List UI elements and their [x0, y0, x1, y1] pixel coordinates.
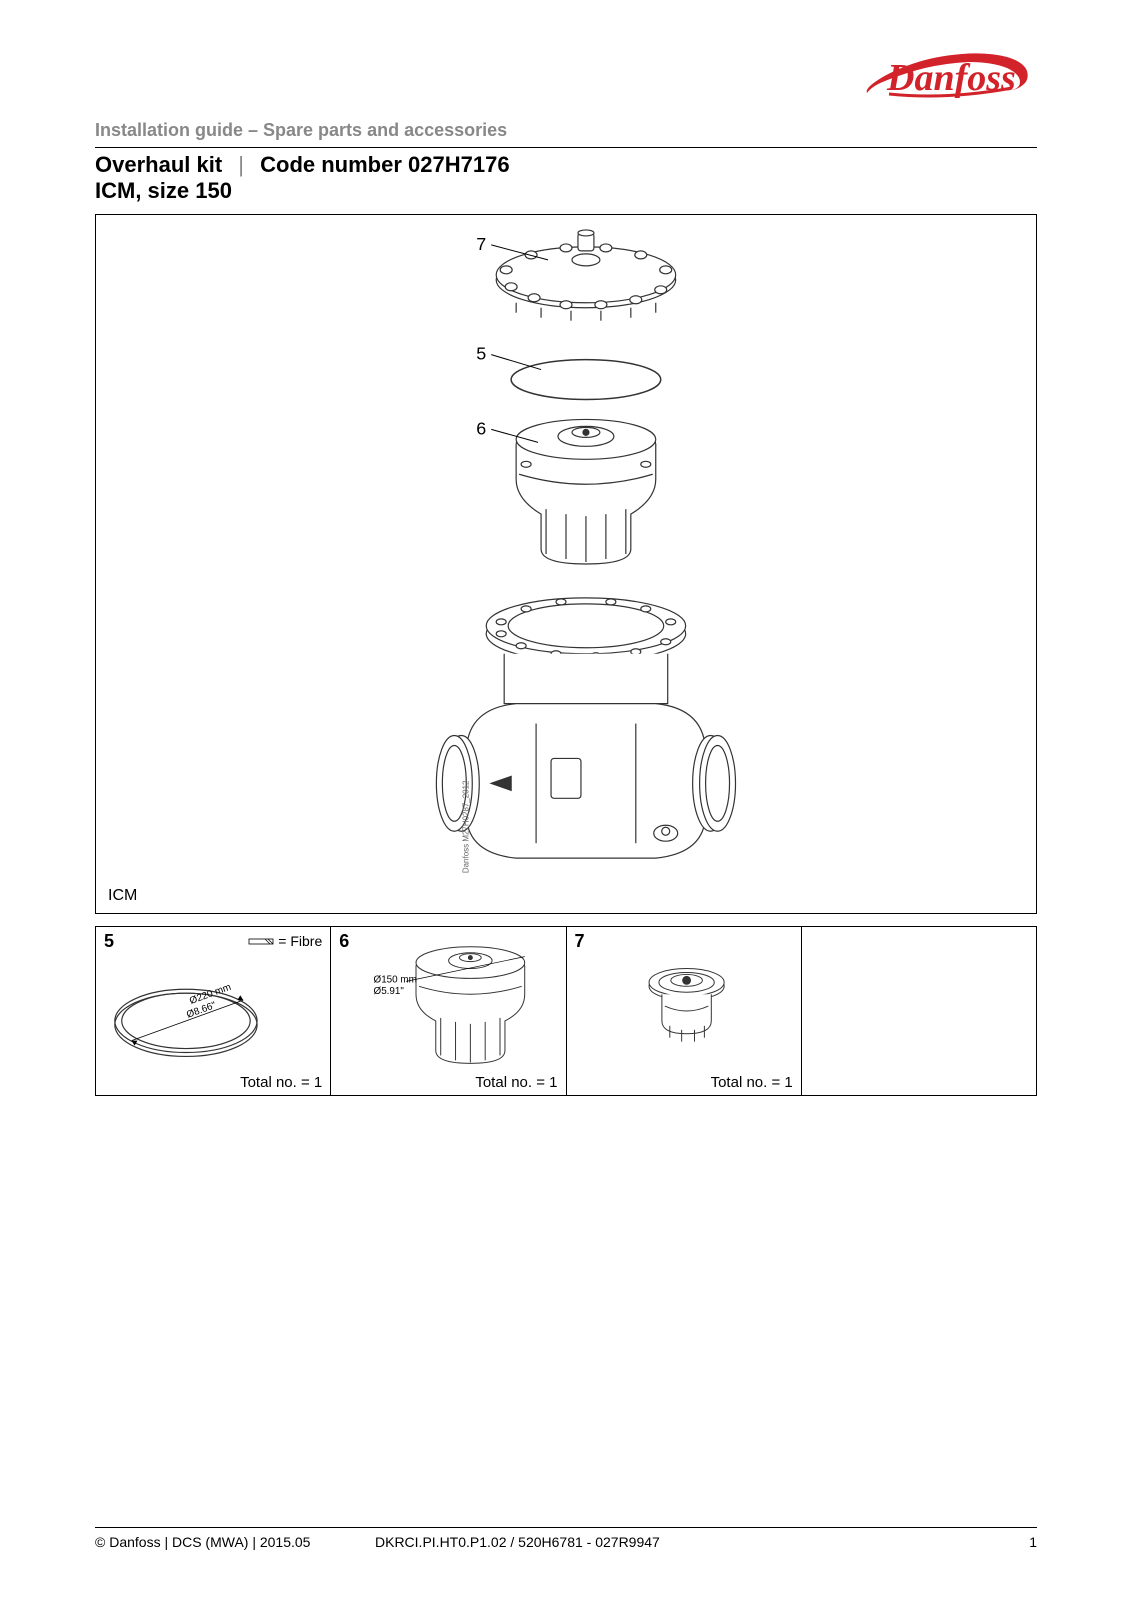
- part-total: Total no. = 1: [711, 1074, 793, 1091]
- part-total: Total no. = 1: [475, 1074, 557, 1091]
- parts-table: 5 = Fibre Ø220 mm Ø8.66": [95, 926, 1037, 1096]
- part-7-drawing: [496, 230, 675, 321]
- valve-body-drawing: [436, 598, 735, 858]
- document-title-line2: ICM, size 150: [95, 178, 1037, 204]
- footer-page-number: 1: [1029, 1534, 1037, 1550]
- callout-6: 6: [476, 418, 486, 438]
- drawing-reference: Danfoss M27H0287_2012: [461, 780, 470, 873]
- svg-text:Ø150 mm: Ø150 mm: [374, 974, 417, 985]
- part-cell-5: 5 = Fibre Ø220 mm Ø8.66": [96, 927, 331, 1095]
- part-cell-7: 7 Total no. = 1: [567, 927, 802, 1095]
- part-7-detail: [567, 927, 801, 1095]
- part-6-detail: Ø150 mm Ø5.91": [331, 927, 565, 1095]
- document-subtitle: Installation guide – Spare parts and acc…: [95, 120, 1037, 141]
- header: Installation guide – Spare parts and acc…: [95, 120, 1037, 204]
- svg-text:Danfoss: Danfoss: [886, 57, 1016, 99]
- danfoss-logo: Danfoss: [857, 38, 1037, 108]
- page-footer: © Danfoss | DCS (MWA) | 2015.05 DKRCI.PI…: [95, 1527, 1037, 1550]
- callout-5: 5: [476, 344, 486, 364]
- part-total: Total no. = 1: [240, 1074, 322, 1091]
- document-title: Overhaul kit | Code number 027H7176: [95, 147, 1037, 178]
- svg-text:Ø5.91": Ø5.91": [374, 986, 405, 997]
- footer-docref: DKRCI.PI.HT0.P1.02 / 520H6781 - 027R9947: [375, 1534, 660, 1550]
- part-5-detail: Ø220 mm Ø8.66": [96, 927, 330, 1095]
- part-cell-empty: [802, 927, 1036, 1095]
- part-6-drawing: [516, 419, 656, 564]
- part-cell-6: 6 Ø150 mm Ø5.91": [331, 927, 566, 1095]
- exploded-diagram: 7 5: [95, 214, 1037, 914]
- part-5-drawing: [511, 360, 661, 400]
- footer-copyright: © Danfoss | DCS (MWA) | 2015.05: [95, 1534, 310, 1550]
- diagram-model-label: ICM: [108, 887, 137, 905]
- callout-7: 7: [476, 234, 486, 254]
